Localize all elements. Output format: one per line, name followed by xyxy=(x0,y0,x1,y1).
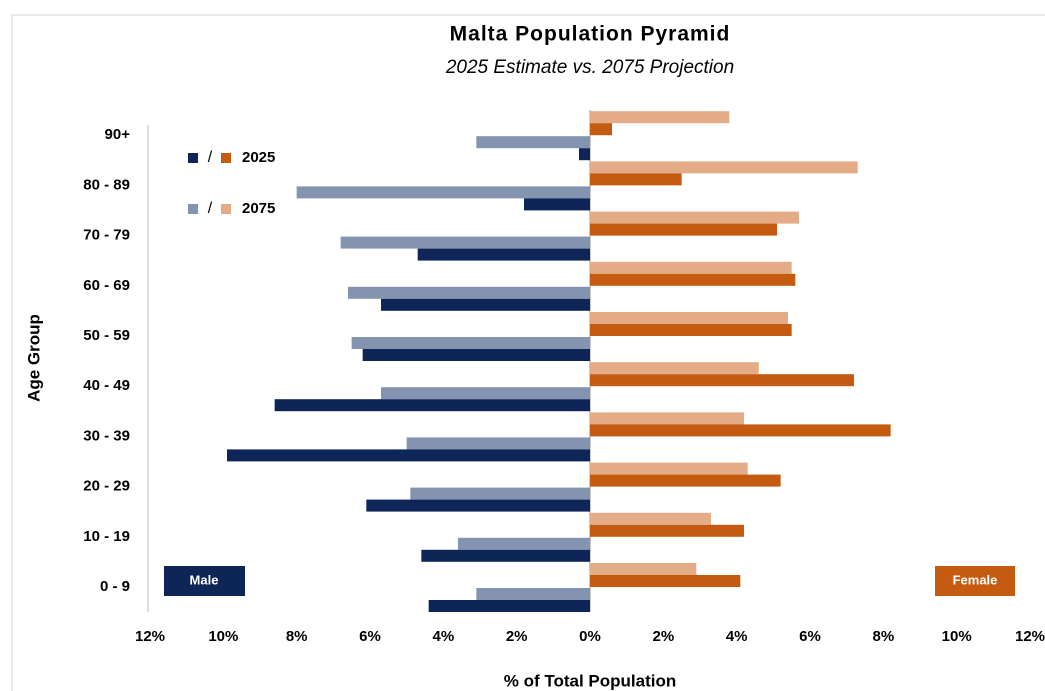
x-axis-title: % of Total Population xyxy=(504,671,677,690)
x-tick-label: 6% xyxy=(799,628,821,645)
male-bar xyxy=(458,537,590,550)
female-bar xyxy=(590,161,858,174)
female-bar xyxy=(590,211,799,224)
x-tick-label: 4% xyxy=(726,628,748,645)
chart-subtitle: 2025 Estimate vs. 2075 Projection xyxy=(445,57,734,78)
male-bar xyxy=(406,437,590,450)
male-bar xyxy=(381,298,590,311)
legend-separator: / xyxy=(208,149,213,166)
chart-title: Malta Population Pyramid xyxy=(450,23,731,46)
male-bar xyxy=(381,387,590,400)
male-label: Male xyxy=(190,572,219,587)
female-bar xyxy=(590,362,759,375)
y-tick-label: 90+ xyxy=(105,126,131,143)
legend-label: 2025 xyxy=(242,149,275,166)
x-tick-label: 10% xyxy=(942,628,972,645)
y-tick-label: 10 - 19 xyxy=(83,528,130,545)
legend-swatch xyxy=(221,204,231,214)
female-bar xyxy=(590,524,744,537)
female-bar xyxy=(590,412,744,425)
y-tick-label: 40 - 49 xyxy=(83,377,130,394)
female-bar xyxy=(590,474,781,487)
female-bar xyxy=(590,312,788,324)
x-tick-label: 8% xyxy=(286,628,308,645)
female-bar xyxy=(590,324,792,336)
female-bar xyxy=(590,424,891,437)
male-bar xyxy=(366,499,590,512)
legend-swatch xyxy=(221,153,231,163)
x-tick-label: 2% xyxy=(506,628,528,645)
x-tick-label: 8% xyxy=(872,628,894,645)
y-tick-label: 50 - 59 xyxy=(83,327,130,344)
y-tick-label: 20 - 29 xyxy=(83,478,130,495)
female-box xyxy=(935,566,1015,596)
x-tick-label: 12% xyxy=(1015,628,1045,645)
female-bar xyxy=(590,462,748,475)
y-tick-label: 70 - 79 xyxy=(83,227,130,244)
female-bar xyxy=(590,512,711,525)
y-tick-label: 80 - 89 xyxy=(83,176,130,193)
female-bar xyxy=(590,374,854,387)
legend-swatch xyxy=(188,204,198,214)
male-bar xyxy=(362,349,590,361)
male-bar xyxy=(524,198,590,211)
x-tick-label: 12% xyxy=(135,628,165,645)
female-bar xyxy=(590,223,777,236)
male-bar xyxy=(296,186,590,199)
legend-label: 2075 xyxy=(242,200,275,217)
legend-separator: / xyxy=(208,200,213,217)
female-bar xyxy=(590,273,796,286)
male-box xyxy=(164,566,245,596)
female-bar xyxy=(590,173,682,186)
male-bar xyxy=(476,588,590,600)
x-tick-label: 0% xyxy=(579,628,601,645)
female-bar xyxy=(590,575,741,587)
y-tick-label: 0 - 9 xyxy=(100,578,130,595)
male-bar xyxy=(410,487,590,500)
male-bar xyxy=(476,136,590,149)
female-bar xyxy=(590,563,697,575)
female-bar xyxy=(590,123,612,136)
x-tick-label: 4% xyxy=(432,628,454,645)
male-bar xyxy=(227,449,590,462)
x-tick-label: 6% xyxy=(359,628,381,645)
legend-swatch xyxy=(188,153,198,163)
male-bar xyxy=(421,549,590,562)
female-label: Female xyxy=(953,572,998,587)
male-bar xyxy=(428,600,590,612)
x-tick-label: 2% xyxy=(652,628,674,645)
male-bar xyxy=(351,337,590,349)
y-tick-label: 30 - 39 xyxy=(83,427,130,444)
male-bar xyxy=(274,399,590,412)
x-tick-label: 10% xyxy=(208,628,238,645)
male-bar xyxy=(348,286,590,299)
y-axis-title: Age Group xyxy=(24,314,43,402)
male-bar xyxy=(340,236,590,249)
male-bar xyxy=(417,248,590,261)
female-bar xyxy=(590,261,792,274)
y-tick-label: 60 - 69 xyxy=(83,277,130,294)
male-bar xyxy=(579,148,590,161)
female-bar xyxy=(590,111,730,124)
